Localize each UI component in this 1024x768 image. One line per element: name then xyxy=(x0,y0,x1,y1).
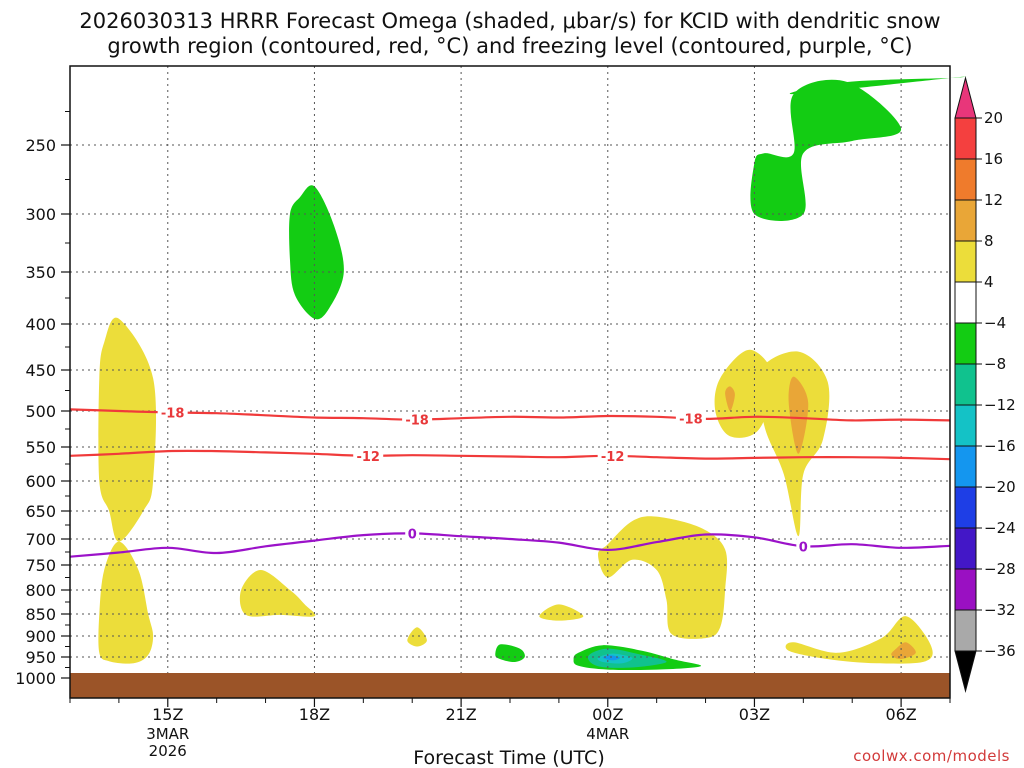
colorbar-top-arrow xyxy=(954,76,977,119)
colorbar-tick-label-11: −28 xyxy=(984,560,1016,578)
y-tick-label-450: 450 xyxy=(25,361,56,380)
contour-label-bg-0-2 xyxy=(675,410,706,426)
x-tick-label-18Z: 18Z xyxy=(299,705,330,724)
colorbar-tick-label-12: −32 xyxy=(984,601,1016,619)
shaded-region-yellow-20z-900 xyxy=(407,627,427,647)
shaded-region-orange-02z xyxy=(725,386,735,412)
colorbar: 20 16 12 8 4 −4 −8 −12 −16 −20 −24 −28 −32 −36 xyxy=(954,76,1016,693)
contour-label-2-1: 0 xyxy=(799,540,808,555)
contour-label-bg-2-1 xyxy=(796,538,811,554)
contour-label-bg-0-0 xyxy=(157,404,188,420)
contour-lines: -18 -18 -18 -12 -12 0 0 xyxy=(69,404,951,558)
colorbar-tick-label-4: 4 xyxy=(984,273,994,291)
colorbar-bin-9 xyxy=(954,486,977,529)
y-axis: 250 300 350 400 450 500 550 600 650 700 750 800 850 9… xyxy=(15,111,70,688)
ground-shading xyxy=(70,673,950,698)
x-tick-label-00Z: 00Z xyxy=(592,705,623,724)
y-tick-label-850: 850 xyxy=(25,605,56,624)
colorbar-bin-3 xyxy=(954,240,977,283)
contour-label-0-2: -18 xyxy=(679,412,703,427)
colorbar-bin-12 xyxy=(954,609,977,652)
y-tick-label-900: 900 xyxy=(25,627,56,646)
shaded-region-yellow-lower-left xyxy=(98,541,154,664)
colorbar-tick-label-7: −12 xyxy=(984,396,1016,414)
grid-lines xyxy=(70,66,950,698)
colorbar-tick-label-8: −16 xyxy=(984,437,1016,455)
colorbar-bin-5 xyxy=(954,322,977,365)
contour-label-bg-0-1 xyxy=(402,411,433,427)
plot-area: -18 -18 -18 -12 -12 0 0 xyxy=(69,65,967,699)
y-tick-label-400: 400 xyxy=(25,315,56,334)
colorbar-tick-label-6: −8 xyxy=(984,355,1006,373)
colorbar-bin-8 xyxy=(954,445,977,488)
y-tick-label-650: 650 xyxy=(25,502,56,521)
shaded-region-green-950 xyxy=(495,644,525,663)
contour-line-1 xyxy=(69,449,951,461)
credit-text: coolwx.com/models xyxy=(853,747,1010,765)
shaded-region-green-upper-right xyxy=(750,79,902,221)
colorbar-bin-4 xyxy=(954,281,977,324)
shaded-region-orange-06z xyxy=(891,642,916,660)
y-tick-label-700: 700 xyxy=(25,530,56,549)
contour-line-0 xyxy=(69,408,951,422)
y-tick-label-550: 550 xyxy=(25,438,56,457)
colorbar-bin-6 xyxy=(954,363,977,406)
x-tick-label-15Z: 15Z xyxy=(152,705,183,724)
contour-label-2-0: 0 xyxy=(408,527,417,542)
shaded-region-yellow-23z-850 xyxy=(539,604,584,621)
y-tick-label-300: 300 xyxy=(25,205,56,224)
colorbar-bin-10 xyxy=(954,527,977,570)
shaded-region-yellow-column-left xyxy=(98,317,157,542)
y-tick-label-950: 950 xyxy=(25,648,56,667)
contour-label-1-0: -12 xyxy=(356,450,380,465)
shaded-region-green-300-400 xyxy=(289,185,344,320)
x-tick-date-00Z: 4MAR xyxy=(586,725,629,743)
y-tick-label-350: 350 xyxy=(25,263,56,282)
colorbar-bin-11 xyxy=(954,568,977,611)
colorbar-tick-label-2: 12 xyxy=(984,191,1003,209)
x-tick-label-03Z: 03Z xyxy=(739,705,770,724)
colorbar-bin-0 xyxy=(954,117,977,160)
contour-label-0-1: -18 xyxy=(405,413,429,428)
shaded-region-yellow-04z-upper xyxy=(757,351,830,537)
contour-label-bg-2-0 xyxy=(405,525,420,541)
contour-label-1-1: -12 xyxy=(601,450,625,465)
colorbar-tick-label-1: 16 xyxy=(984,150,1003,168)
colorbar-bin-2 xyxy=(954,199,977,242)
x-tick-label-21Z: 21Z xyxy=(445,705,476,724)
x-tick-label-06Z: 06Z xyxy=(885,705,916,724)
colorbar-tick-label-10: −24 xyxy=(984,519,1016,537)
colorbar-bin-1 xyxy=(954,158,977,201)
x-tick-date-15Z: 3MAR xyxy=(146,725,189,743)
shaded-region-blue-core xyxy=(602,655,621,661)
contour-label-0-0: -18 xyxy=(161,407,185,422)
x-tick-year-15Z: 2026 xyxy=(149,742,187,760)
chart-title-line2: growth region (contoured, red, °C) and f… xyxy=(107,34,912,58)
y-tick-label-250: 250 xyxy=(25,136,56,155)
chart-title-line1: 2026030313 HRRR Forecast Omega (shaded, … xyxy=(79,9,940,33)
colorbar-tick-label-9: −20 xyxy=(984,478,1016,496)
x-axis-label: Forecast Time (UTC) xyxy=(413,747,604,768)
colorbar-tick-label-0: 20 xyxy=(984,109,1003,127)
y-tick-label-800: 800 xyxy=(25,581,56,600)
y-tick-label-1000: 1000 xyxy=(15,669,56,688)
colorbar-tick-label-5: −4 xyxy=(984,314,1006,332)
shaded-region-orange-04z xyxy=(788,376,809,454)
y-tick-label-600: 600 xyxy=(25,472,56,491)
colorbar-bottom-arrow xyxy=(954,650,977,693)
contour-label-bg-1-0 xyxy=(353,447,384,463)
y-tick-label-500: 500 xyxy=(25,402,56,421)
colorbar-bin-7 xyxy=(954,404,977,447)
y-tick-label-750: 750 xyxy=(25,556,56,575)
contour-label-bg-1-1 xyxy=(597,447,628,463)
shaded-region-yellow-17z-800 xyxy=(239,570,316,617)
colorbar-tick-label-3: 8 xyxy=(984,232,994,250)
colorbar-tick-label-13: −36 xyxy=(984,642,1016,660)
